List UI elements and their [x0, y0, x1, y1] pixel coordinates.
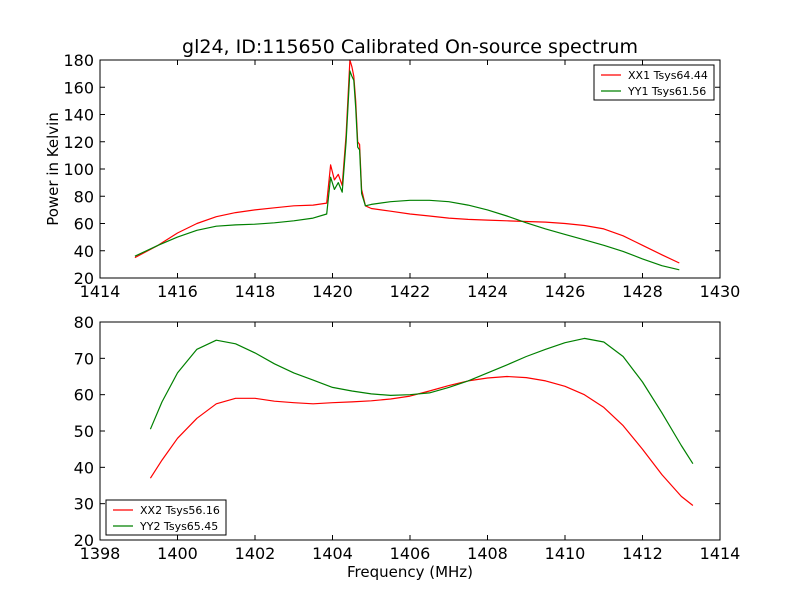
x-tick-label: 1420	[312, 282, 353, 301]
x-tick-label: 1404	[312, 544, 353, 563]
y-tick-label: 40	[74, 458, 94, 477]
legend-entry: YY1 Tsys61.56	[627, 85, 706, 98]
x-tick-label: 1402	[235, 544, 276, 563]
top-panel: 1414 1416 1418 1420 1422 1424 1426 1428 1430 20 40…	[63, 51, 740, 301]
x-tick-label: 1416	[157, 282, 198, 301]
y-tick-label: 80	[74, 313, 94, 332]
y-tick-label: 60	[74, 215, 94, 234]
y-tick-label: 120	[63, 133, 94, 152]
y-tick-label: 40	[74, 242, 94, 261]
x-tick-label: 1430	[700, 282, 741, 301]
legend-entry: XX1 Tsys64.44	[628, 69, 708, 82]
legend: XX2 Tsys56.16 YY2 Tsys65.45	[105, 499, 227, 536]
x-tick-label: 1408	[467, 544, 508, 563]
x-tick-label: 1398	[80, 544, 121, 563]
x-tick-label: 1412	[622, 544, 663, 563]
x-tick-label: 1410	[545, 544, 586, 563]
y-tick-label: 60	[74, 386, 94, 405]
legend-box	[593, 64, 715, 101]
bottom-panel: 1398 1400 1402 1404 1406 1408 1410 1412 1414 20 30…	[74, 313, 741, 563]
x-tick-label: 1426	[545, 282, 586, 301]
y-axis-label: Power in Kelvin	[44, 112, 62, 226]
series-line-yy	[134, 70, 680, 271]
y-tick-label: 20	[74, 269, 94, 288]
y-tick-label: 70	[74, 349, 94, 368]
y-tick-label: 160	[63, 78, 94, 97]
y-tick-label: 180	[63, 51, 94, 70]
y-tick-label: 20	[74, 531, 94, 550]
x-tick-label: 1418	[235, 282, 276, 301]
legend-entry: YY2 Tsys65.45	[139, 520, 218, 533]
x-tick-label: 1424	[467, 282, 508, 301]
y-tick-label: 80	[74, 187, 94, 206]
x-tick-label: 1422	[390, 282, 431, 301]
chart-title: gl24, ID:115650 Calibrated On-source spe…	[182, 36, 638, 58]
x-tick-label: 1400	[157, 544, 198, 563]
x-tick-label: 1414	[80, 282, 121, 301]
y-tick-label: 50	[74, 422, 94, 441]
x-axis-label: Frequency (MHz)	[347, 563, 473, 581]
legend: XX1 Tsys64.44 YY1 Tsys61.56	[593, 64, 715, 101]
y-tick-label: 140	[63, 106, 94, 125]
legend-box	[105, 499, 227, 536]
x-tick-label: 1406	[390, 544, 431, 563]
y-tick-label: 30	[74, 495, 94, 514]
x-tick-label: 1414	[700, 544, 741, 563]
legend-entry: XX2 Tsys56.16	[140, 504, 220, 517]
x-tick-label: 1428	[622, 282, 663, 301]
y-tick-label: 100	[63, 160, 94, 179]
series-line-yy	[149, 337, 694, 465]
